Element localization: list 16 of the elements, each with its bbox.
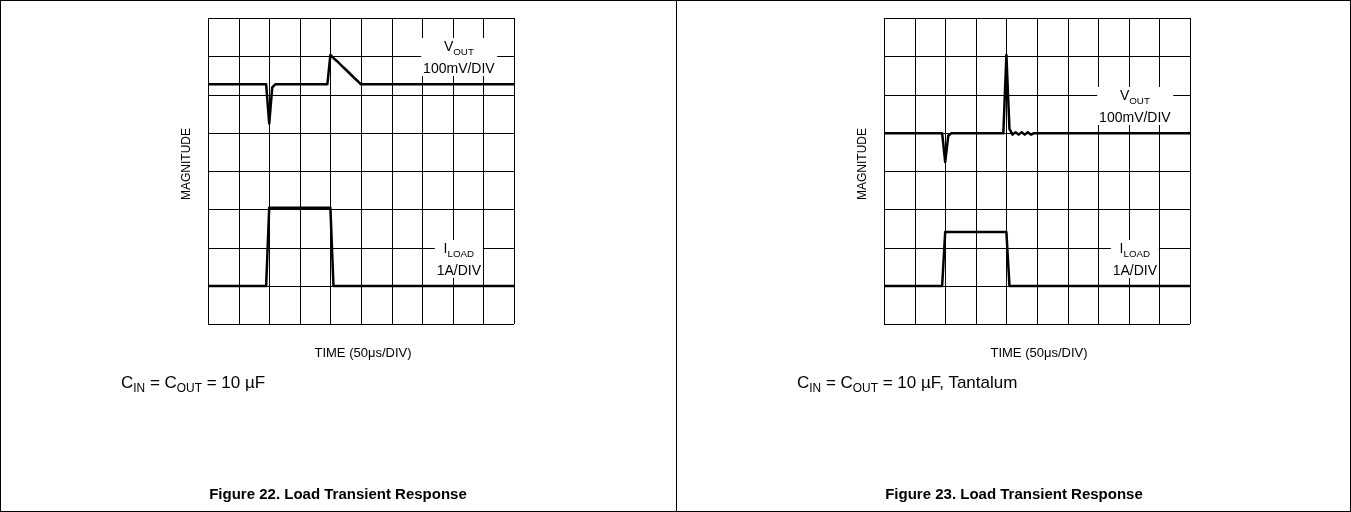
series-label: V$_{OUT}$ — [1119, 87, 1150, 107]
x-axis-title: TIME (50μs/DIV) — [314, 345, 412, 360]
annotation: 1A/DIV — [436, 261, 482, 278]
series-label: I$_{LOAD}$ — [443, 239, 475, 259]
y-axis-title: MAGNITUDE — [855, 128, 869, 200]
annotation: 100mV/DIV — [1099, 109, 1171, 126]
x-axis-title: TIME (50μs/DIV) — [990, 345, 1088, 360]
annotation: 1A/DIV — [1112, 261, 1158, 278]
text: C$_{IN}$ = C$_{OUT}$ = 10 µF, Tantalum — [797, 373, 1018, 396]
annotation: 100mV/DIV — [423, 60, 495, 77]
text: C$_{IN}$ = C$_{OUT}$ = 10 µF — [121, 373, 266, 396]
y-axis-title: MAGNITUDE — [179, 128, 193, 200]
text: Figure 23. Load Transient Response — [885, 485, 1143, 502]
series-label: I$_{LOAD}$ — [1119, 239, 1151, 259]
text: Figure 22. Load Transient Response — [209, 485, 467, 502]
series-label: V$_{OUT}$ — [443, 38, 474, 58]
